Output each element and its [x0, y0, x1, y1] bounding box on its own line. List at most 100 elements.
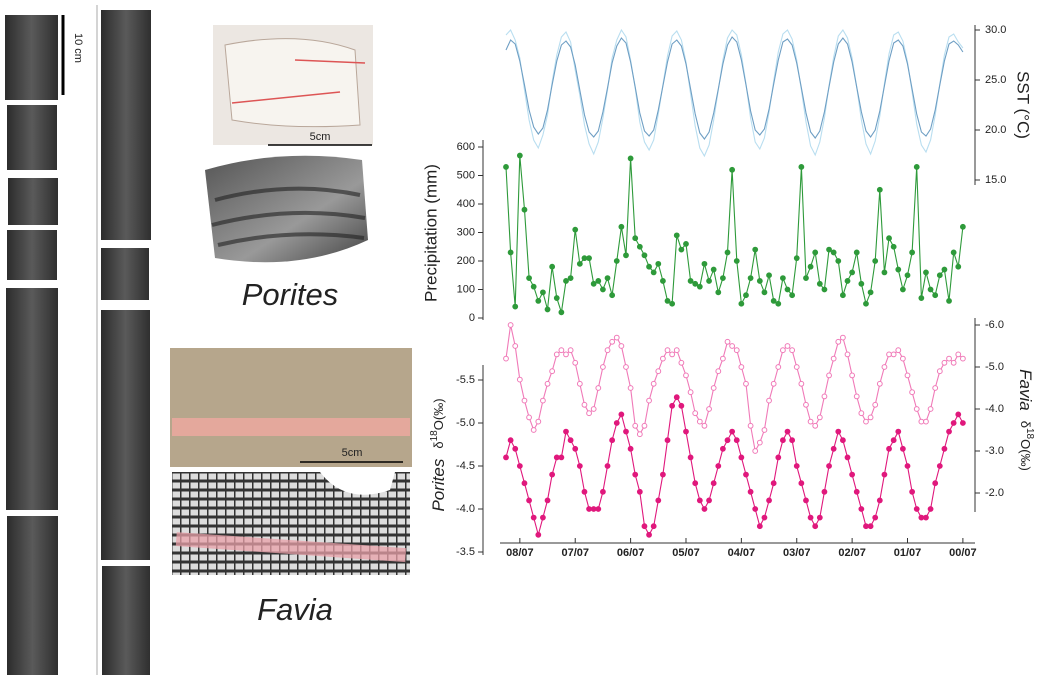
data-point [513, 304, 518, 309]
x-tick-label: 01/07 [894, 547, 922, 559]
data-point [642, 423, 647, 428]
data-point [679, 403, 684, 408]
data-point [605, 464, 610, 469]
y-tick-label: 500 [457, 169, 475, 181]
y-tick-label: 25.0 [985, 74, 1006, 86]
data-point [661, 356, 666, 361]
mass-number: 18 [429, 430, 440, 442]
data-point [674, 233, 679, 238]
data-point [827, 247, 832, 252]
y-tick-label: -4.0 [456, 503, 475, 515]
data-point [702, 261, 707, 266]
favia-photos: 5cm Favia [170, 348, 412, 627]
data-point [845, 279, 850, 284]
y-tick-label: -4.0 [985, 403, 1004, 415]
data-point [960, 421, 965, 426]
data-point [550, 369, 555, 374]
y-tick-label: 30.0 [985, 24, 1006, 36]
data-point [573, 446, 578, 451]
y-tick-label: 600 [457, 141, 475, 153]
data-point [739, 365, 744, 370]
data-point [868, 415, 873, 420]
data-point [850, 270, 855, 275]
data-point [508, 250, 513, 255]
data-point [711, 267, 716, 272]
data-point [794, 256, 799, 261]
data-point [781, 438, 786, 443]
data-point [605, 348, 610, 353]
data-point [601, 365, 606, 370]
data-point [679, 360, 684, 365]
data-point [896, 267, 901, 272]
x-tick-label: 07/07 [561, 547, 589, 559]
data-point [887, 236, 892, 241]
y-tick-label: -4.5 [456, 460, 475, 472]
data-point [554, 455, 559, 460]
data-point [582, 402, 587, 407]
porites-photos: 5cm Porites [205, 25, 373, 312]
data-point [541, 398, 546, 403]
data-point [730, 167, 735, 172]
mass-number: 18 [1024, 428, 1035, 440]
data-point [702, 423, 707, 428]
core-photos: 10 cm [5, 5, 151, 675]
data-point [656, 498, 661, 503]
data-point [504, 165, 509, 170]
data-point [831, 250, 836, 255]
data-point [896, 348, 901, 353]
data-point [919, 515, 924, 520]
data-point [554, 352, 559, 357]
data-point [864, 524, 869, 529]
data-point [831, 446, 836, 451]
data-point [596, 279, 601, 284]
data-point [845, 455, 850, 460]
data-point [840, 335, 845, 340]
data-point [799, 381, 804, 386]
data-point [573, 227, 578, 232]
data-point [771, 481, 776, 486]
data-point [850, 472, 855, 477]
data-point [707, 407, 712, 412]
x-tick-label: 08/07 [506, 547, 534, 559]
data-point [924, 270, 929, 275]
data-point [808, 515, 813, 520]
y-axis-title: Poritesδ18O(‰) [429, 398, 449, 511]
data-point [734, 259, 739, 264]
y-tick-label: 0 [469, 312, 475, 324]
data-point [900, 287, 905, 292]
data-point [522, 481, 527, 486]
data-point [748, 489, 753, 494]
data-point [836, 429, 841, 434]
y-axis-title: Faviaδ18O(‰) [1016, 369, 1036, 471]
data-point [711, 386, 716, 391]
data-point [864, 301, 869, 306]
data-point [633, 423, 638, 428]
data-point [776, 301, 781, 306]
data-point [776, 365, 781, 370]
data-point [854, 489, 859, 494]
y-tick-label: -6.0 [985, 319, 1004, 331]
data-point [951, 250, 956, 255]
data-point [693, 481, 698, 486]
data-point [624, 365, 629, 370]
data-point [554, 296, 559, 301]
data-point [882, 472, 887, 477]
data-point [817, 515, 822, 520]
data-point [591, 507, 596, 512]
data-point [905, 273, 910, 278]
data-point [734, 438, 739, 443]
data-point [868, 290, 873, 295]
data-point [531, 428, 536, 433]
data-point [877, 187, 882, 192]
core-scale-label: 10 cm [72, 33, 84, 63]
data-point [564, 279, 569, 284]
data-point [642, 524, 647, 529]
data-point [813, 524, 818, 529]
data-point [693, 411, 698, 416]
data-point [564, 429, 569, 434]
data-point [762, 428, 767, 433]
y-axis-title: SST (°C) [1014, 71, 1033, 139]
data-point [661, 279, 666, 284]
data-point [684, 373, 689, 378]
data-point [947, 356, 952, 361]
